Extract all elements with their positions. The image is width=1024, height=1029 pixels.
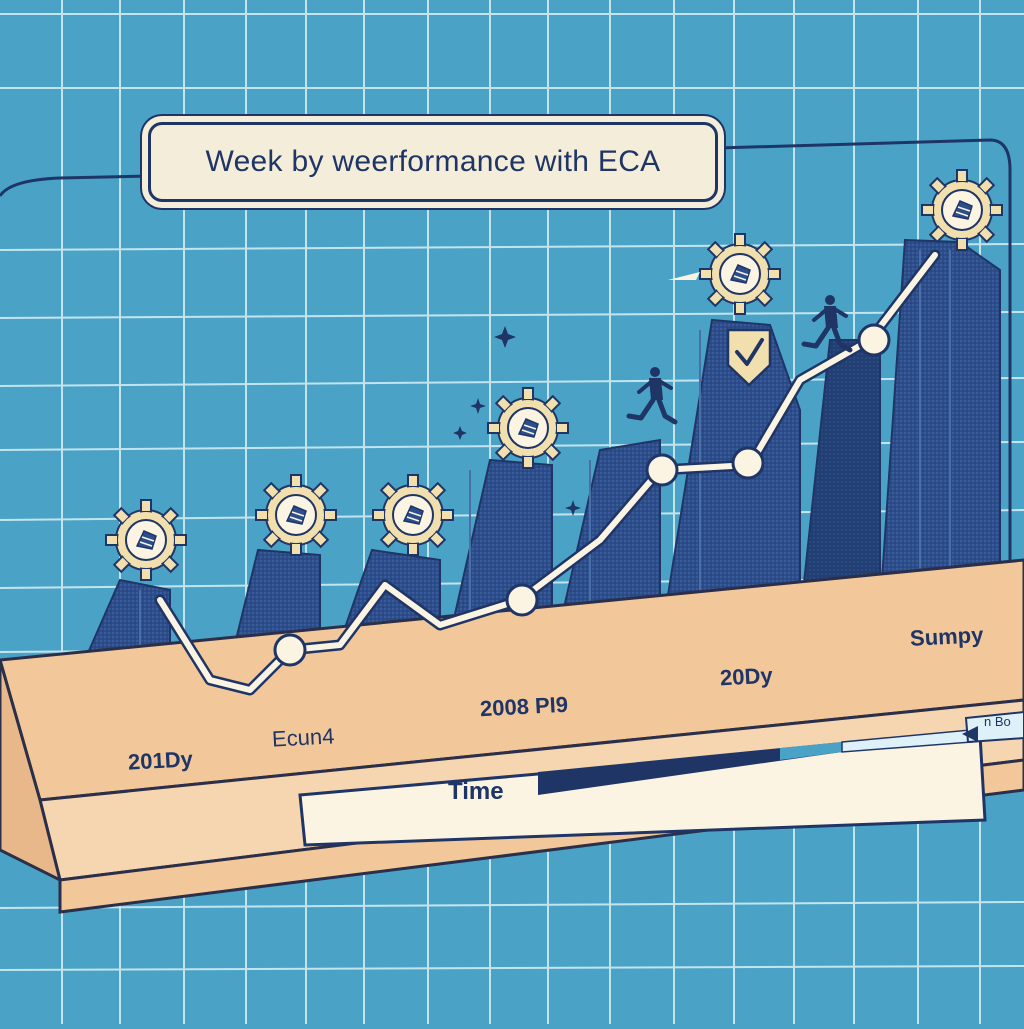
- gear-badge-icon: [922, 170, 1002, 250]
- chart-title: Week by weerformance with ECA: [148, 122, 718, 202]
- gear-badge-icon: [488, 388, 568, 468]
- trend-marker: [507, 585, 537, 615]
- gear-badge-icon: [700, 234, 780, 314]
- trend-marker: [275, 635, 305, 665]
- axis-label-4: 20Dy: [719, 663, 773, 692]
- flag-label: n Bo: [984, 714, 1011, 729]
- trend-marker: [733, 448, 763, 478]
- trend-marker: [859, 325, 889, 355]
- running-businessman-icon: [629, 367, 675, 422]
- wind-streak: [668, 272, 700, 280]
- axis-label-1: 201Dy: [127, 746, 193, 775]
- axis-label-2: Ecun4: [271, 723, 335, 752]
- gear-badge-icon: [373, 475, 453, 555]
- time-label: Time: [448, 778, 504, 806]
- axis-label-3: 2008 PI9: [479, 692, 568, 723]
- gear-badge-icon: [256, 475, 336, 555]
- axis-label-5: Sumpy: [909, 622, 984, 652]
- gear-badge-icon: [106, 500, 186, 580]
- trend-marker: [647, 455, 677, 485]
